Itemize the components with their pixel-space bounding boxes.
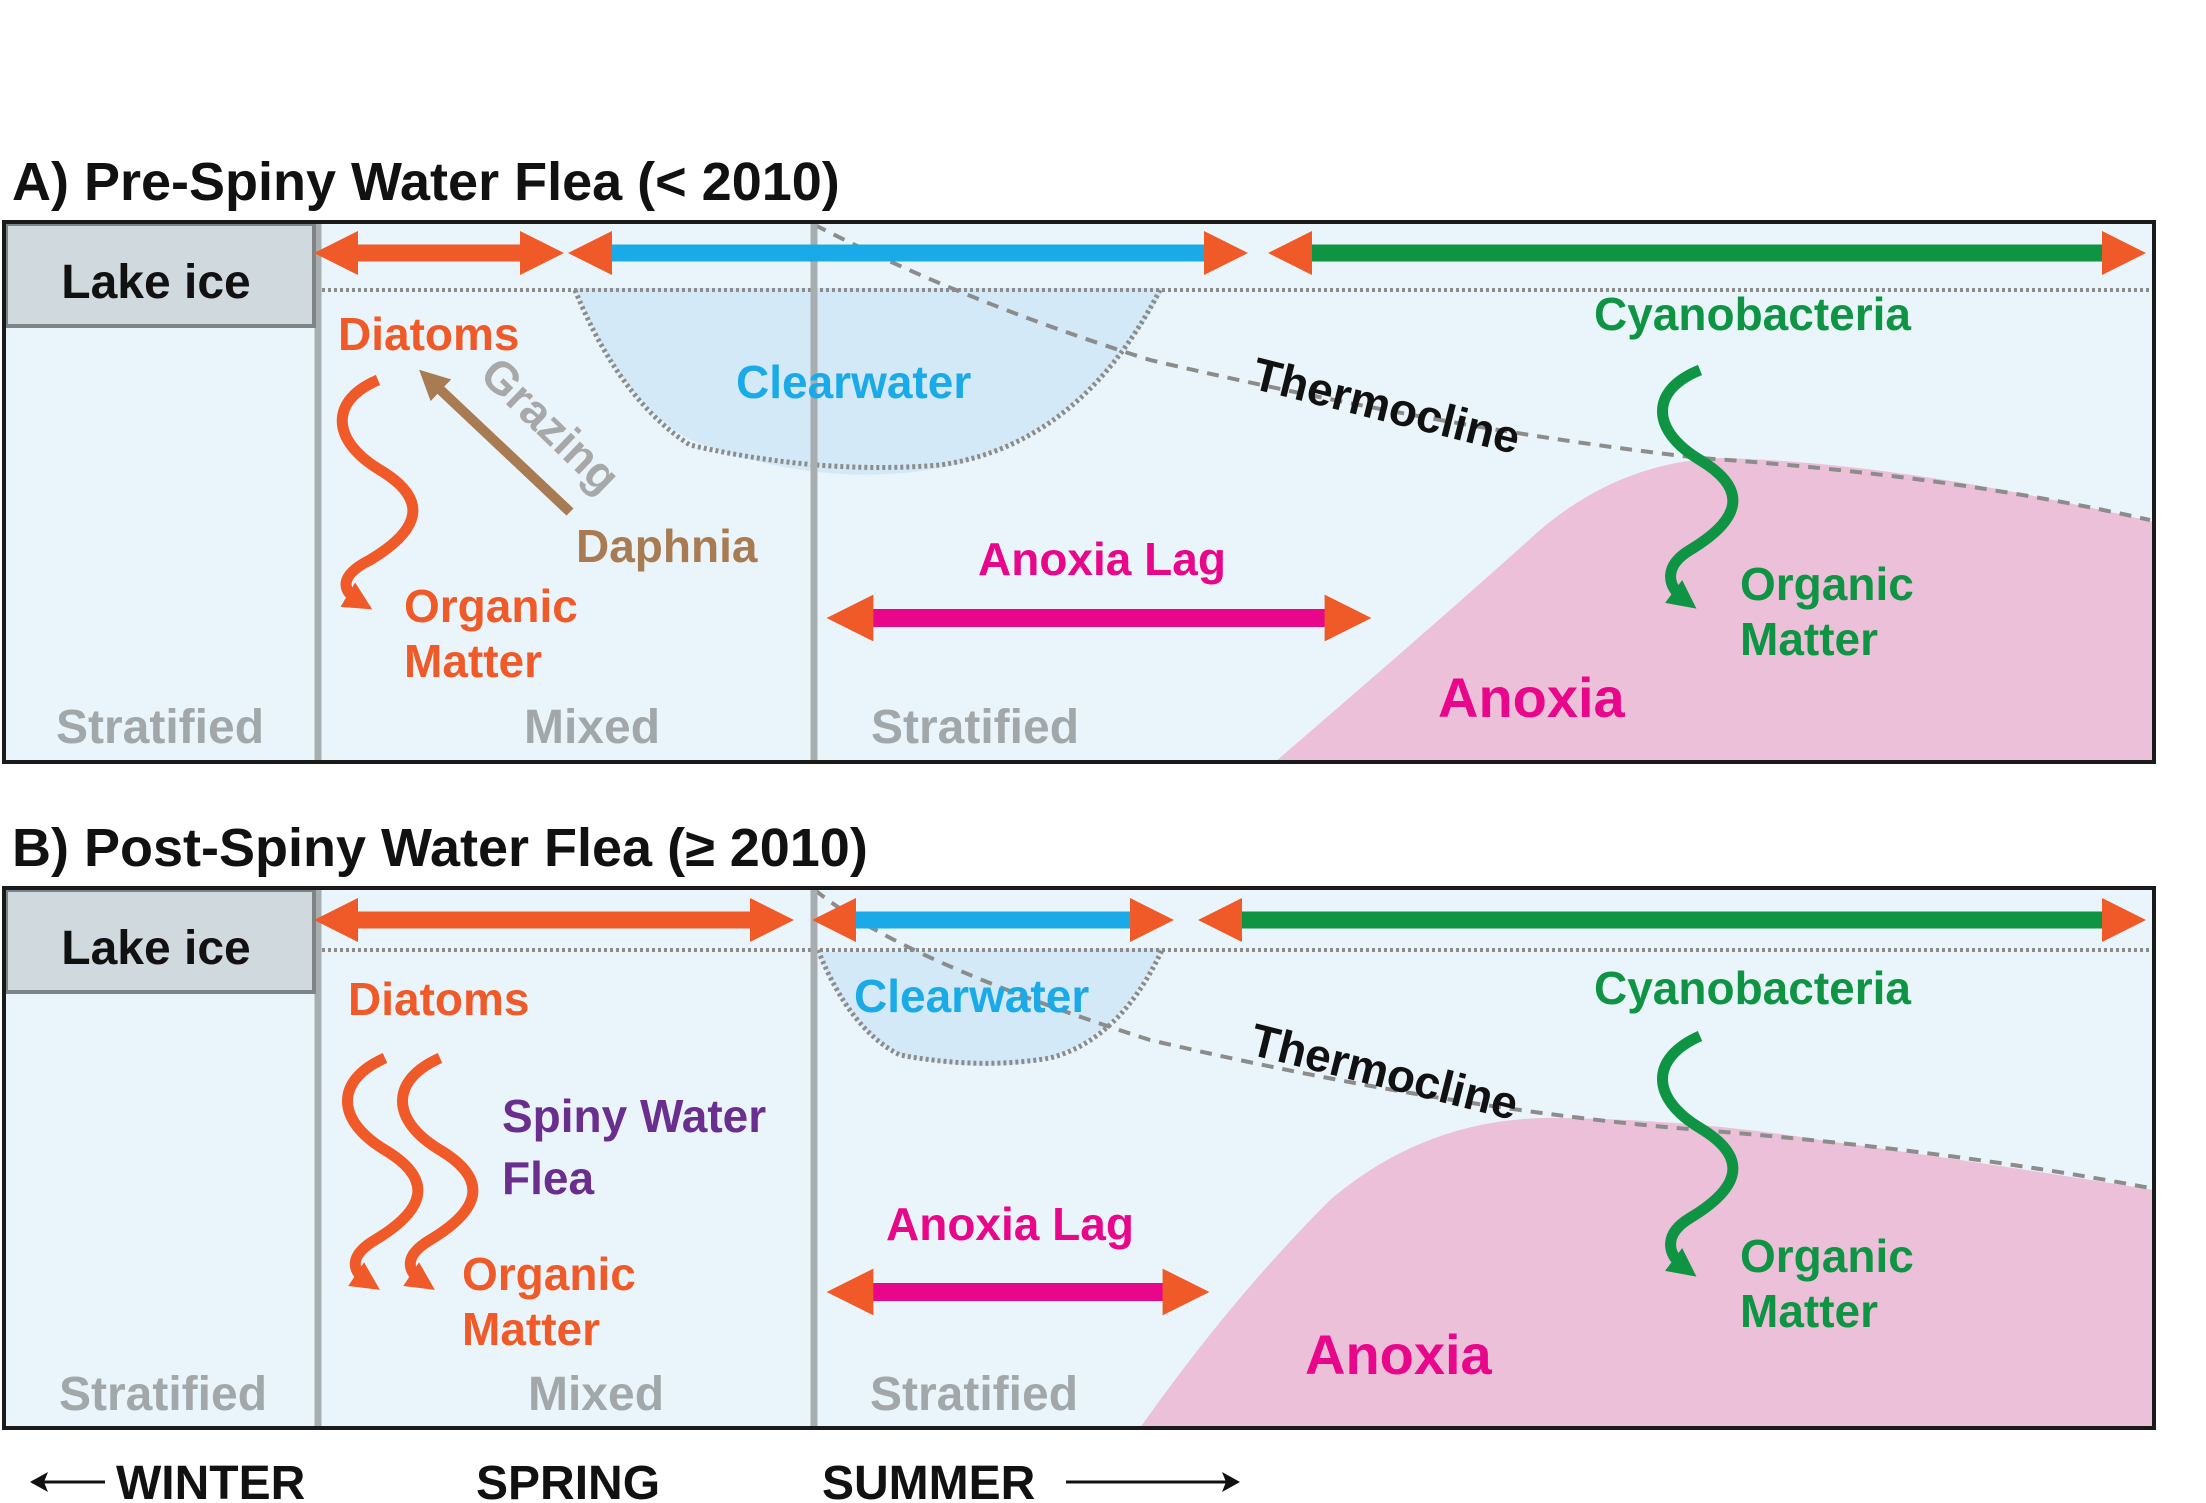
panel-b-frame [2, 886, 2156, 1430]
panel-b-lake-ice-label: Lake ice [61, 922, 250, 975]
panel-a-anoxia-label: Anoxia [1438, 666, 1626, 729]
season-winter: WINTER [116, 1457, 305, 1503]
panel-a-clearwater-boundary [572, 288, 1163, 470]
panel-b-spiny-label-1: Spiny Water [502, 1090, 766, 1142]
panel-a-organic-label-2: Matter [404, 635, 542, 687]
panel-b-title: B) Post-Spiny Water Flea (≥ 2010) [12, 818, 868, 878]
panel-b-organic-label-2: Matter [462, 1303, 600, 1355]
panel-a-cyano-organic-label-1: Organic [1740, 558, 1914, 610]
season-axis: WINTER SPRING SUMMER [30, 1457, 1240, 1503]
panel-a-mixed: Mixed [524, 701, 660, 754]
panel-b-clearwater-boundary [815, 948, 1165, 1066]
panel-b-cyano-organic-label-2: Matter [1740, 1285, 1878, 1337]
panel-b: B) Post-Spiny Water Flea (≥ 2010) Lake i… [2, 818, 2156, 1430]
panel-b-thermocline-line [813, 888, 2151, 1190]
panel-b-diatoms-label: Diatoms [348, 973, 529, 1025]
panel-b-stratified-winter: Stratified [59, 1368, 267, 1421]
panel-a-cyano-wave-arrow [1657, 364, 1739, 609]
winter-arrow-head [30, 1472, 48, 1492]
panel-b-anoxia-lag-label: Anoxia Lag [886, 1198, 1134, 1250]
panel-a-clearwater-label: Clearwater [736, 356, 971, 408]
panel-a-diatoms-label: Diatoms [338, 308, 519, 360]
panel-a-anoxia-zone [1275, 458, 2154, 762]
panel-a-diatoms-wave-arrow [336, 374, 419, 610]
panel-a-grazing-arrow [419, 369, 574, 516]
panel-a-title: A) Pre-Spiny Water Flea (< 2010) [12, 152, 840, 212]
panel-b-stratified-summer: Stratified [870, 1368, 1078, 1421]
panel-a-thermocline-line [814, 223, 2151, 522]
panel-b-clearwater-label: Clearwater [854, 970, 1089, 1022]
panel-b-lake-ice [4, 888, 316, 994]
panel-b-cyano-organic-label-1: Organic [1740, 1230, 1914, 1282]
panel-a-lake-ice-label: Lake ice [61, 256, 250, 309]
panel-b-mixed: Mixed [528, 1368, 664, 1421]
panel-b-spiny-label-2: Flea [502, 1152, 594, 1204]
panel-a-stratified-winter: Stratified [56, 701, 264, 754]
panel-b-clearwater-zone [818, 948, 1162, 1066]
panel-a-cyanobacteria-label: Cyanobacteria [1594, 288, 1911, 340]
panel-b-diatoms-wave-arrow-1 [342, 1052, 424, 1290]
panel-a-cyano-organic-label-2: Matter [1740, 613, 1878, 665]
panel-a-daphnia-label: Daphnia [576, 520, 758, 572]
panel-a-organic-label-1: Organic [404, 580, 578, 632]
panel-a-anoxia-lag-label: Anoxia Lag [978, 533, 1226, 585]
season-summer: SUMMER [822, 1457, 1035, 1503]
panel-b-organic-label-1: Organic [462, 1248, 636, 1300]
panel-b-anoxia-zone [1140, 1117, 2154, 1428]
panel-b-anoxia-label: Anoxia [1305, 1323, 1493, 1386]
panel-a-clearwater-zone [575, 288, 1165, 475]
panel-a: A) Pre-Spiny Water Flea (< 2010) Lake ic… [2, 152, 2156, 764]
panel-a-frame [2, 220, 2156, 764]
season-spring: SPRING [476, 1457, 660, 1503]
panel-b-cyano-wave-arrow [1657, 1030, 1739, 1277]
panel-b-cyanobacteria-label: Cyanobacteria [1594, 962, 1911, 1014]
panel-b-diatoms-wave-arrow-2 [397, 1052, 479, 1290]
panel-a-stratified-summer: Stratified [871, 701, 1079, 754]
summer-arrow-head [1222, 1472, 1240, 1492]
